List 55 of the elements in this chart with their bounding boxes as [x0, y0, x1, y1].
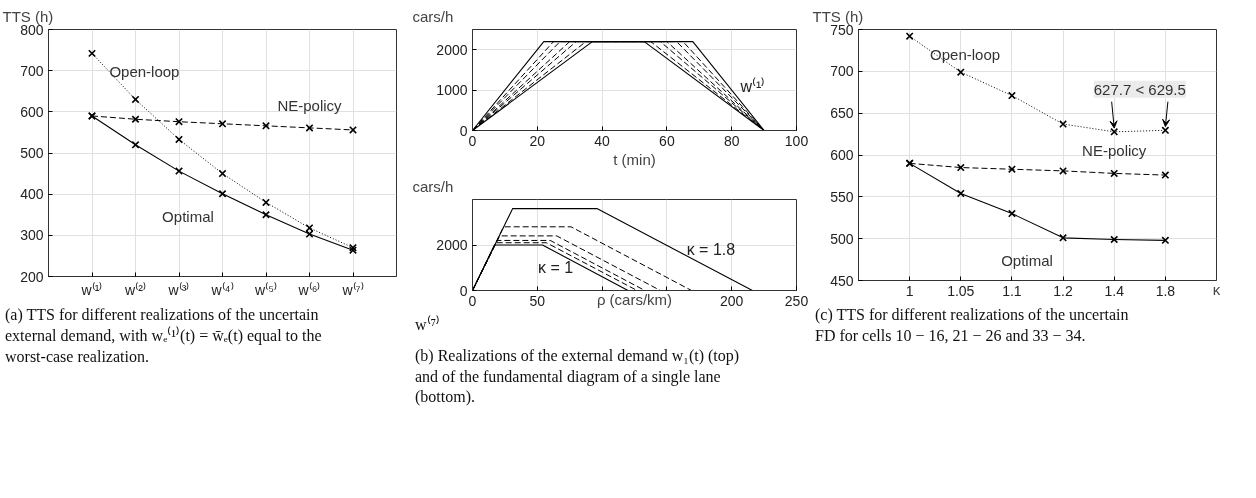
- series-label: Open-loop: [109, 63, 180, 81]
- annotation: w⁽¹⁾: [739, 76, 766, 95]
- x-tick-label: 250: [784, 292, 809, 309]
- y-tick-label: 650: [830, 105, 854, 122]
- series-label: Optimal: [162, 207, 214, 225]
- y-tick-label: 450: [830, 272, 854, 289]
- x-tick-label: 40: [594, 132, 611, 149]
- x-axis-title: ρ (cars/km): [596, 290, 673, 308]
- x-tick-label: 80: [723, 132, 740, 149]
- x-axis-title: κ: [1212, 280, 1221, 298]
- x-tick-label: 50: [529, 292, 546, 309]
- y-tick-label: 300: [20, 227, 44, 244]
- series-label: Open-loop: [930, 46, 1001, 64]
- text: (b) Realizations of the external demand w₁(t) (top) and of the fundamental diagram of a single lane (bottom).: [415, 345, 741, 408]
- text: (a) TTS for different realizations of the uncertain external demand, with wₑ⁽¹⁾(t) = w̄ₑ(t) equal to the worst-case realization.: [5, 305, 323, 367]
- y-tick-label: 700: [20, 62, 44, 79]
- x-tick-label: 100: [784, 132, 809, 149]
- y-tick-label: 2000: [436, 237, 468, 253]
- y-tick-label: 400: [20, 186, 44, 203]
- y-axis-title: cars/h: [412, 7, 454, 25]
- x-tick-label: 200: [720, 292, 744, 309]
- y-axis-title: cars/h: [412, 177, 454, 195]
- y-tick-label: 2000: [436, 41, 468, 58]
- x-tick-label: 1.8: [1155, 282, 1176, 299]
- annotation: κ = 1.8: [686, 241, 736, 259]
- y-tick-label: 1000: [436, 82, 468, 99]
- y-tick-label: 500: [20, 145, 44, 161]
- x-tick-label: w⁽⁷⁾: [341, 281, 364, 298]
- x-tick-label: 1.1: [1002, 282, 1022, 299]
- x-tick-label: 1.2: [1053, 282, 1074, 299]
- legend-label: NE-policy: [1082, 142, 1147, 160]
- x-tick-label: w⁽⁴⁾: [210, 281, 234, 298]
- x-tick-label: w⁽¹⁾: [80, 281, 103, 298]
- y-tick-label: 500: [830, 230, 854, 247]
- text: (c) TTS for different realizations of the uncertain FD for cells 10 − 16, 21 − 26 and 33 − 34.: [815, 305, 1130, 346]
- x-tick-label: 1.05: [947, 282, 975, 299]
- x-tick-label: 20: [529, 132, 546, 149]
- x-axis-title: t (min): [613, 150, 656, 168]
- annotation: κ = 1: [538, 259, 574, 277]
- x-tick-label: w⁽⁵⁾: [254, 281, 277, 298]
- y-tick-label: 550: [830, 188, 854, 205]
- x-tick-label: w⁽⁶⁾: [297, 281, 321, 298]
- annotation: 627.7 < 629.5: [1093, 80, 1186, 98]
- y-tick-label: 600: [20, 103, 44, 120]
- x-tick-label: 1.4: [1104, 282, 1125, 299]
- y-tick-label: 700: [830, 63, 854, 80]
- x-tick-label: w⁽³⁾: [167, 281, 190, 298]
- text: w⁽⁷⁾: [415, 315, 441, 335]
- x-tick-label: 60: [659, 132, 675, 149]
- series-label: Optimal: [1001, 251, 1053, 269]
- x-tick-label: w⁽²⁾: [124, 281, 146, 298]
- series-label: NE-policy: [277, 96, 343, 114]
- x-tick-label: 1: [905, 282, 914, 299]
- y-tick-label: 200: [20, 268, 44, 285]
- y-tick-label: 600: [830, 147, 854, 163]
